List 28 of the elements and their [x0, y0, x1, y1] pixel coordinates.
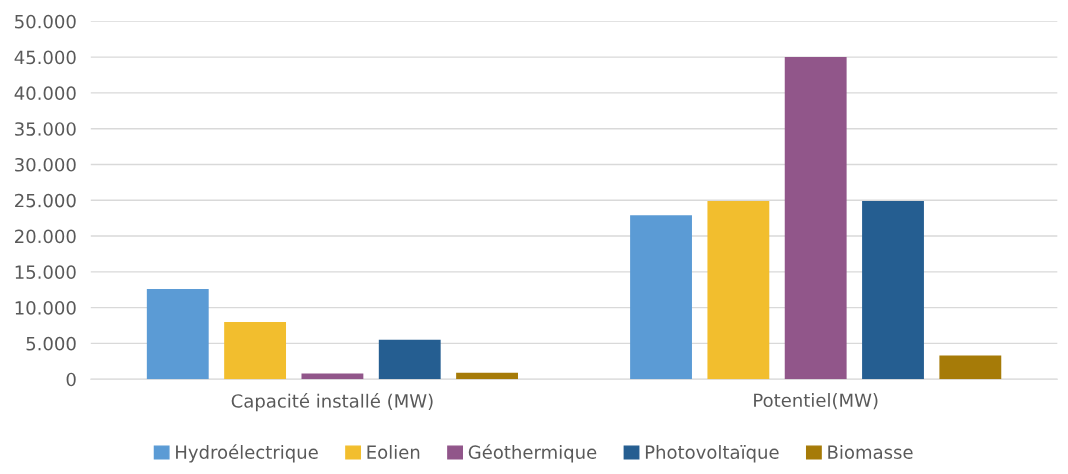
y-tick-label: 35.000 — [15, 122, 76, 136]
y-tick-label: 0 — [66, 372, 76, 387]
y-tick-label: 5.000 — [26, 336, 76, 351]
y-tick-label: 20.000 — [15, 229, 76, 244]
y-tick-label: 45.000 — [14, 50, 76, 65]
bar — [224, 321, 287, 380]
bar — [630, 215, 692, 380]
legend-label: Hydroélectrique — [176, 444, 318, 463]
y-tick-label: 30.000 — [15, 157, 76, 172]
legend-label: Photovoltaïque — [645, 445, 779, 463]
legend-label: Eolien — [367, 445, 420, 459]
bar — [378, 339, 441, 380]
bar — [146, 289, 209, 380]
bar — [939, 355, 1002, 380]
y-tick-label: 15.000 — [15, 265, 76, 279]
y-tick-label: 40.000 — [14, 86, 76, 101]
y-tick-label: 50.000 — [15, 14, 76, 29]
x-tick-label: Capacité installé (MW) — [231, 393, 433, 412]
bar — [456, 372, 518, 380]
x-tick-label: Potentiel(MW) — [754, 393, 878, 410]
y-tick-label: 10.000 — [15, 301, 76, 315]
bar — [862, 200, 924, 380]
bar — [301, 373, 364, 380]
legend-label: Géothermique — [468, 444, 597, 463]
legend-label: Biomasse — [828, 445, 913, 459]
bar — [784, 57, 847, 380]
y-tick-label: 25.000 — [15, 193, 76, 208]
bar — [707, 200, 770, 380]
